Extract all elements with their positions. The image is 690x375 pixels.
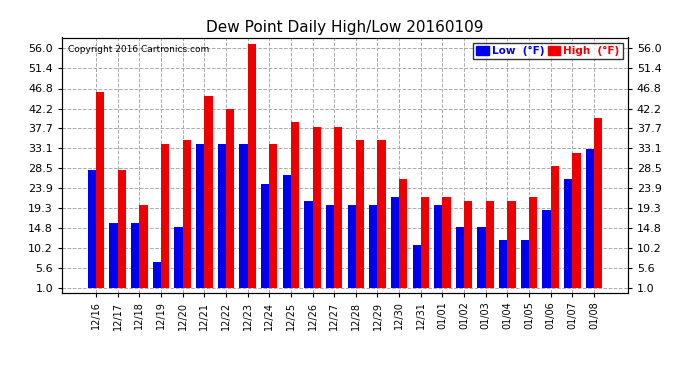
- Text: Copyright 2016 Cartronics.com: Copyright 2016 Cartronics.com: [68, 45, 209, 54]
- Bar: [118, 171, 126, 288]
- Bar: [304, 201, 313, 288]
- Bar: [442, 196, 451, 288]
- Legend: Low  (°F), High  (°F): Low (°F), High (°F): [473, 43, 622, 59]
- Bar: [369, 206, 377, 288]
- Bar: [261, 183, 269, 288]
- Bar: [161, 144, 169, 288]
- Bar: [391, 196, 399, 288]
- Bar: [413, 244, 421, 288]
- Bar: [88, 171, 96, 288]
- Bar: [594, 118, 602, 288]
- Bar: [507, 201, 515, 288]
- Bar: [96, 92, 104, 288]
- Bar: [356, 140, 364, 288]
- Bar: [183, 140, 191, 288]
- Bar: [291, 123, 299, 288]
- Bar: [196, 144, 204, 288]
- Bar: [313, 127, 321, 288]
- Bar: [377, 140, 386, 288]
- Bar: [334, 127, 342, 288]
- Bar: [139, 206, 148, 288]
- Bar: [348, 206, 356, 288]
- Bar: [399, 179, 407, 288]
- Bar: [239, 144, 248, 288]
- Bar: [326, 206, 334, 288]
- Bar: [269, 144, 277, 288]
- Bar: [456, 227, 464, 288]
- Bar: [499, 240, 507, 288]
- Bar: [248, 44, 256, 288]
- Bar: [564, 179, 572, 288]
- Bar: [218, 144, 226, 288]
- Bar: [204, 96, 213, 288]
- Bar: [542, 210, 551, 288]
- Bar: [486, 201, 494, 288]
- Bar: [551, 166, 559, 288]
- Bar: [572, 153, 580, 288]
- Bar: [131, 223, 139, 288]
- Bar: [226, 110, 234, 288]
- Bar: [175, 227, 183, 288]
- Title: Dew Point Daily High/Low 20160109: Dew Point Daily High/Low 20160109: [206, 20, 484, 35]
- Bar: [521, 240, 529, 288]
- Bar: [421, 196, 429, 288]
- Bar: [529, 196, 538, 288]
- Bar: [477, 227, 486, 288]
- Bar: [110, 223, 118, 288]
- Bar: [283, 175, 291, 288]
- Bar: [434, 206, 442, 288]
- Bar: [152, 262, 161, 288]
- Bar: [586, 148, 594, 288]
- Bar: [464, 201, 472, 288]
